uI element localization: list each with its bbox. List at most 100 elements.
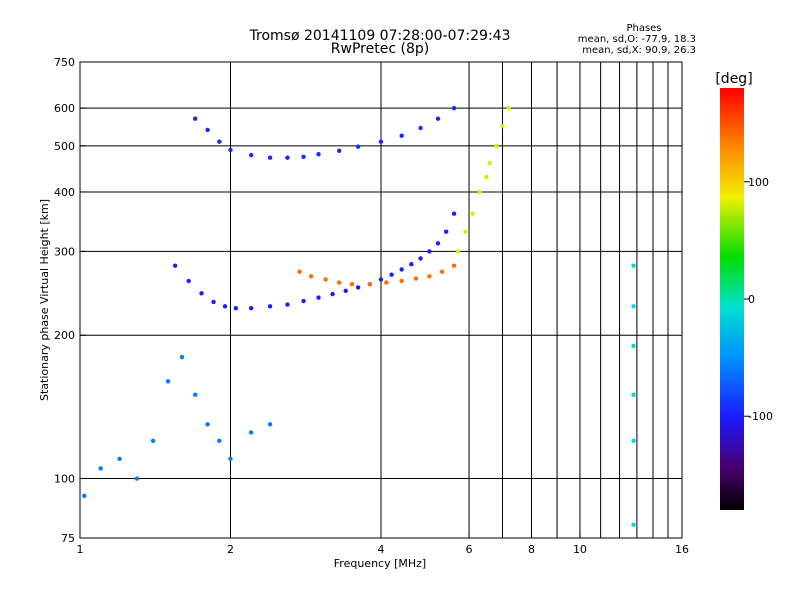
data-point xyxy=(378,139,384,144)
data-point xyxy=(427,249,432,254)
data-point xyxy=(463,229,468,234)
data-point xyxy=(248,430,254,435)
data-point xyxy=(631,522,636,527)
y-tick-label: 300 xyxy=(54,245,75,258)
data-point xyxy=(217,438,222,444)
data-point xyxy=(117,456,122,462)
y-tick-label: 100 xyxy=(54,473,75,486)
data-point xyxy=(165,379,171,384)
data-point xyxy=(193,392,198,397)
data-points xyxy=(82,105,636,527)
x-tick-label: 8 xyxy=(528,543,535,556)
data-point xyxy=(349,282,355,287)
data-point xyxy=(228,456,233,462)
data-point xyxy=(205,422,210,427)
colorbar xyxy=(720,88,744,510)
data-point xyxy=(435,241,441,246)
x-tick-label: 10 xyxy=(573,543,587,556)
data-point xyxy=(470,211,475,216)
data-point xyxy=(367,282,373,287)
x-axis-label: Frequency [MHz] xyxy=(334,557,426,570)
data-point xyxy=(631,392,636,397)
y-tick-label: 400 xyxy=(54,186,75,199)
grid-lines xyxy=(80,62,682,538)
data-point xyxy=(631,304,636,309)
data-point xyxy=(451,211,457,216)
colorbar-tick-label: -100 xyxy=(748,410,773,423)
data-point xyxy=(631,343,636,349)
data-point xyxy=(389,272,394,277)
x-tick-label: 2 xyxy=(227,543,234,556)
data-point xyxy=(378,277,384,282)
data-point xyxy=(267,155,273,160)
data-point xyxy=(355,144,361,149)
data-point xyxy=(355,285,361,290)
data-point xyxy=(316,152,321,157)
data-point xyxy=(399,133,404,138)
chart-subtitle: RwPretec (8p) xyxy=(331,41,429,57)
data-point xyxy=(82,493,87,498)
data-point xyxy=(222,304,228,309)
data-point xyxy=(193,116,198,121)
data-point xyxy=(494,143,499,149)
data-point xyxy=(308,274,314,279)
x-tick-label: 6 xyxy=(466,543,473,556)
series-points xyxy=(193,105,457,160)
data-point xyxy=(248,305,254,311)
data-point xyxy=(323,277,328,282)
colorbar-label: [deg] xyxy=(715,71,752,87)
data-point xyxy=(399,267,404,272)
data-point xyxy=(506,105,511,111)
data-point xyxy=(150,438,156,444)
x-tick-label: 16 xyxy=(675,543,689,556)
data-point xyxy=(199,291,204,296)
data-point xyxy=(427,274,432,279)
data-point xyxy=(228,147,233,153)
data-point xyxy=(330,291,335,297)
data-point xyxy=(186,278,191,284)
data-point xyxy=(211,299,216,305)
data-point xyxy=(316,295,321,300)
stats-heading: Phases xyxy=(626,23,661,34)
x-tick-label: 4 xyxy=(378,543,385,556)
data-point xyxy=(399,278,404,284)
data-point xyxy=(384,280,389,285)
data-point xyxy=(337,280,342,285)
data-point xyxy=(248,152,254,158)
chart-title: Tromsø 20141109 07:28:00-07:29:43 xyxy=(249,28,511,44)
data-point xyxy=(267,304,273,309)
data-point xyxy=(285,302,290,307)
series-points xyxy=(172,211,457,311)
data-point xyxy=(484,174,489,180)
colorbar-tick-label: 100 xyxy=(748,176,769,189)
colorbar-tick-label: 0 xyxy=(748,293,755,306)
data-point xyxy=(337,148,342,154)
y-tick-label: 600 xyxy=(54,102,75,115)
data-point xyxy=(435,116,441,121)
y-axis-label: Stationary phase Virtual Height [km] xyxy=(38,199,51,401)
data-point xyxy=(297,269,302,274)
stats-line-x: mean, sd,X: 90.9, 26.3 xyxy=(582,45,696,56)
x-tick-label: 1 xyxy=(77,543,84,556)
data-point xyxy=(233,305,239,311)
data-point xyxy=(477,189,482,195)
series-points xyxy=(631,263,636,527)
y-tick-label: 500 xyxy=(54,140,75,153)
data-point xyxy=(267,422,273,427)
data-point xyxy=(134,476,140,481)
y-tick-label: 75 xyxy=(61,532,75,545)
data-point xyxy=(301,298,306,304)
data-point xyxy=(179,354,185,360)
data-point xyxy=(487,160,492,166)
data-point xyxy=(285,155,290,160)
data-point xyxy=(631,263,636,268)
data-point xyxy=(172,263,178,268)
data-point xyxy=(455,249,461,254)
data-point xyxy=(418,125,423,131)
series-points xyxy=(455,105,511,254)
data-point xyxy=(205,127,210,133)
data-point xyxy=(343,288,348,293)
data-point xyxy=(217,139,222,144)
